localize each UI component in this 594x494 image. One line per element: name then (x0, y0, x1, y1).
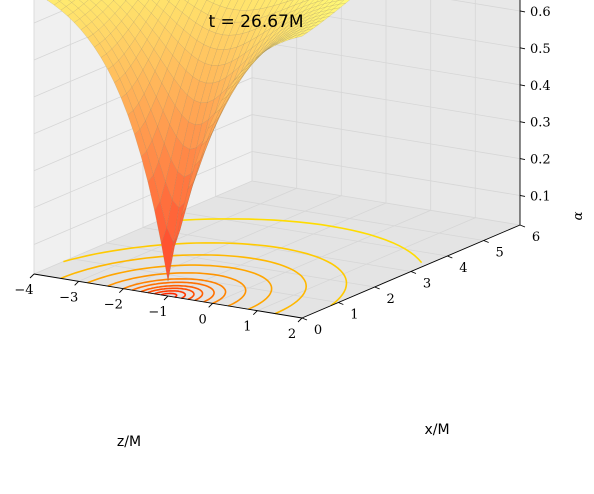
contour-line (60, 254, 308, 315)
z-tick-label: −3 (59, 290, 78, 305)
grid-line (33, 77, 521, 172)
x-tick-mark (483, 240, 489, 243)
alpha-tick-mark (519, 47, 526, 50)
contour-line (168, 218, 423, 264)
x-axis-label: z/M (117, 434, 141, 450)
surface-cell (57, 0, 62, 2)
x-tick-mark (447, 255, 453, 259)
z-axis-label: α (571, 211, 586, 220)
alpha-tick-label: 0.5 (530, 42, 551, 57)
grid-line (69, 0, 339, 303)
grid-line (33, 114, 521, 208)
z-tick-mark (74, 281, 79, 286)
z-tick-mark (297, 317, 303, 323)
x-tick-mark (519, 224, 526, 228)
contour-line (154, 290, 187, 299)
contour-line (140, 284, 204, 302)
z-tick-label: 2 (288, 327, 296, 342)
alpha-tick-mark (519, 84, 526, 87)
z-tick-label: −2 (104, 298, 123, 313)
z-tick-label: −4 (14, 283, 33, 298)
x-tick-mark (410, 271, 417, 274)
contour-line (63, 242, 348, 307)
contour-line (123, 278, 227, 305)
alpha-tick-label: 0.1 (530, 189, 551, 204)
contour-line (161, 292, 178, 298)
z-tick-mark (29, 273, 35, 279)
x-tick-label: 5 (496, 246, 504, 261)
alpha-tick-label: 0.2 (530, 153, 551, 168)
x-tick-label: 6 (532, 230, 540, 245)
z-tick-mark (253, 310, 258, 315)
grid-line (215, 0, 484, 241)
contour-line (132, 281, 215, 303)
x-tick-mark (374, 286, 380, 290)
contour-line (87, 264, 273, 310)
z-tick-label: −1 (148, 305, 167, 320)
alpha-tick-mark (519, 158, 526, 161)
alpha-tick-label: 0.3 (530, 116, 551, 131)
z-tick-label: 1 (243, 320, 251, 335)
contour-lines (60, 218, 423, 315)
alpha-tick-mark (519, 195, 526, 197)
x-tick-mark (338, 302, 344, 305)
grid-line (33, 151, 521, 245)
z-tick-mark (163, 295, 169, 301)
contour-line (147, 287, 195, 301)
chart-title: t = 26.67M (208, 12, 303, 32)
x-tick-label: 3 (423, 277, 431, 292)
alpha-surface (46, 0, 350, 282)
z-tick-mark (208, 303, 213, 308)
contour-line (107, 272, 247, 307)
y-axis-label: x/M (424, 422, 449, 438)
tick-labels: −4−3−2−101201234560.10.20.30.40.50.60.70… (14, 5, 551, 342)
x-tick-label: 0 (314, 323, 322, 338)
x-tick-mark (301, 317, 308, 321)
alpha-tick-label: 0.4 (530, 79, 551, 94)
x-tick-label: 1 (350, 308, 358, 323)
z-tick-label: 0 (199, 312, 207, 327)
z-tick-mark (119, 288, 124, 293)
grid-line (251, 0, 521, 226)
alpha-tick-mark (519, 10, 526, 13)
alpha-tick-mark (519, 121, 526, 124)
x-tick-label: 4 (459, 261, 467, 276)
surface-cell (295, 32, 308, 39)
alpha-tick-label: 0.6 (530, 5, 551, 20)
x-tick-label: 2 (387, 292, 395, 307)
